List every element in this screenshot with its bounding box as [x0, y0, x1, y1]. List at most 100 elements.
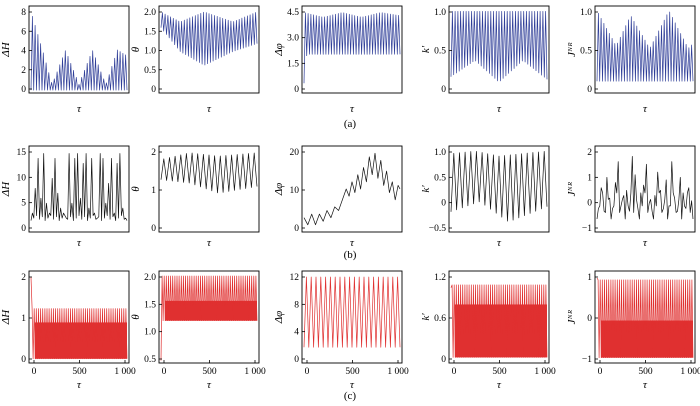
- y-tick-label: 0.6: [434, 314, 446, 324]
- y-axis-label: k′: [420, 45, 432, 53]
- axes-frame: [28, 145, 130, 233]
- x-axis-label: τ: [350, 379, 355, 391]
- axes-frame: [594, 270, 696, 364]
- panel-0-1: 0 0.5 1.0 1.5 2.0 τ θ: [130, 5, 260, 115]
- series-line: [30, 15, 128, 91]
- x-axis-label: τ: [77, 103, 82, 115]
- y-tick-label: 8: [21, 8, 26, 18]
- y-tick-label: 0: [294, 355, 299, 365]
- row-caption: (c): [344, 390, 357, 402]
- x-tick-label: 500: [72, 367, 87, 377]
- series-line: [450, 151, 548, 222]
- y-tick-label: 0.5: [144, 66, 156, 76]
- panel-2-0: 0 1 2 0 500 1 000 τ ΔH: [0, 270, 136, 391]
- series-line: [30, 153, 128, 221]
- x-tick-label: 0: [598, 367, 603, 377]
- x-axis-label: τ: [643, 103, 648, 115]
- panel-2-3: 0 0.6 1.2 0 500 1 000 τ k′: [420, 270, 556, 391]
- axes-frame: [28, 5, 130, 94]
- panel-1-1: 0 1 2 τ θ: [130, 145, 260, 249]
- y-tick-label: 0.5: [144, 355, 156, 365]
- y-tick-label: 0: [294, 85, 299, 95]
- y-tick-label: 2.0: [144, 273, 156, 283]
- panel-0-3: 0 0.5 1.0 τ k′: [420, 5, 550, 115]
- y-axis-label: ΔH: [0, 41, 12, 57]
- x-axis-label: τ: [350, 103, 355, 115]
- y-tick-label: 1: [151, 186, 156, 196]
- y-tick-label: 0: [151, 85, 156, 95]
- x-axis-label: τ: [207, 379, 212, 391]
- x-tick-label: 0: [452, 367, 457, 377]
- y-tick-label: 2: [587, 148, 592, 158]
- axes-frame: [594, 5, 696, 94]
- series-line: [160, 152, 258, 194]
- panel-1-0: 0 5 10 15 τ ΔH: [0, 145, 130, 249]
- axes-frame: [301, 145, 403, 233]
- y-tick-label: 0: [21, 355, 26, 365]
- y-tick-label: 0: [441, 199, 446, 209]
- y-tick-label: 10: [290, 186, 300, 196]
- y-tick-label: 10: [17, 173, 27, 183]
- series-line: [160, 11, 258, 66]
- series-line: [160, 275, 258, 361]
- panel-2-2: 0 4 8 12 0 500 1 000 τ Δφ: [273, 270, 409, 391]
- axes-frame: [448, 145, 550, 233]
- y-tick-label: 20: [290, 148, 300, 158]
- axes-frame: [448, 5, 550, 94]
- y-tick-label: 5: [21, 199, 26, 209]
- x-tick-label: 500: [202, 367, 217, 377]
- series-line: [303, 152, 401, 226]
- y-tick-label: 1: [21, 314, 26, 324]
- y-tick-label: 1.0: [434, 8, 446, 18]
- series-line: [596, 277, 694, 359]
- panel-1-4: −1 0 1 2 τ Jᴺᴿ: [566, 145, 696, 249]
- x-tick-label: 1 000: [534, 367, 556, 377]
- y-tick-label: 0: [587, 199, 592, 209]
- y-tick-label: 1: [587, 273, 592, 283]
- y-tick-label: 0: [587, 314, 592, 324]
- y-tick-label: 2.0: [144, 8, 156, 18]
- x-tick-label: 1 000: [387, 367, 409, 377]
- panel-1-2: 0 10 20 τ Δφ: [273, 145, 403, 249]
- x-axis-label: τ: [207, 237, 212, 249]
- axes-frame: [448, 270, 550, 364]
- y-tick-label: 0: [21, 85, 26, 95]
- y-tick-label: 12: [290, 273, 300, 283]
- x-tick-label: 0: [32, 367, 37, 377]
- y-axis-label: Δφ: [273, 43, 285, 57]
- axes-frame: [28, 270, 130, 364]
- x-axis-label: τ: [643, 379, 648, 391]
- y-tick-label: 6: [21, 27, 26, 37]
- series-line: [303, 12, 401, 84]
- y-tick-label: −0.5: [429, 224, 446, 234]
- y-axis-label: Jᴺᴿ: [566, 42, 578, 57]
- panel-1-3: −0.5 0 0.5 1.0 τ k′: [420, 145, 550, 249]
- x-tick-label: 500: [638, 367, 653, 377]
- y-tick-label: 1: [587, 173, 592, 183]
- y-tick-label: 0.5: [434, 47, 446, 57]
- x-axis-label: τ: [77, 379, 82, 391]
- y-axis-label: θ: [130, 314, 142, 320]
- panel-0-2: 0 1.5 3.0 4.5 τ Δφ: [273, 5, 403, 115]
- y-axis-label: ΔH: [0, 309, 12, 325]
- series-line: [596, 156, 694, 220]
- panel-2-1: 0.5 1.0 1.5 2.0 0 500 1 000 τ θ: [130, 270, 266, 391]
- y-tick-label: 8: [294, 300, 299, 310]
- y-tick-label: 2: [21, 66, 26, 76]
- y-tick-label: 0: [151, 224, 156, 234]
- x-axis-label: τ: [77, 237, 82, 249]
- axes-frame: [158, 145, 260, 233]
- x-tick-label: 1 000: [114, 367, 136, 377]
- y-axis-label: θ: [130, 186, 142, 192]
- y-tick-label: 4: [294, 328, 299, 338]
- y-tick-label: 1.2: [434, 273, 446, 283]
- y-tick-label: 0.5: [580, 47, 592, 57]
- y-tick-label: 1.5: [144, 300, 156, 310]
- y-axis-label: Δφ: [273, 183, 285, 197]
- y-tick-label: −1: [582, 355, 592, 365]
- x-tick-label: 500: [345, 367, 360, 377]
- series-line: [303, 276, 401, 348]
- y-tick-label: 1.0: [144, 328, 156, 338]
- x-axis-label: τ: [497, 379, 502, 391]
